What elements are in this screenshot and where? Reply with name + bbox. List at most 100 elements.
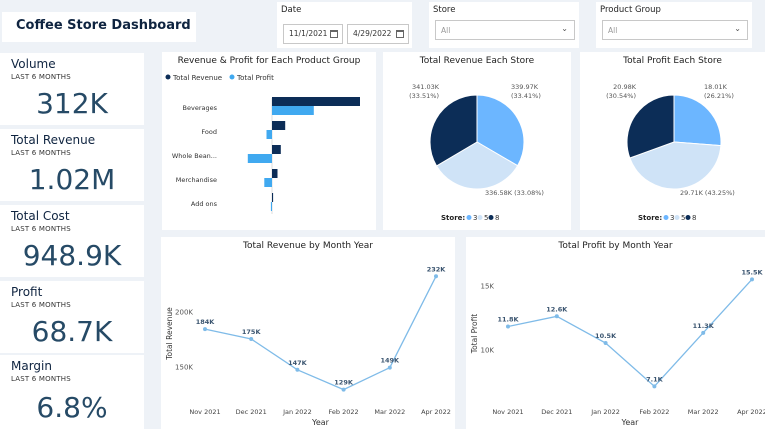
x-axis-title: Year (311, 418, 330, 427)
pie-data-label: 29.71K (43.25%) (680, 189, 735, 197)
line-data-label: 11.8K (497, 315, 519, 323)
bar-revenue (272, 193, 274, 202)
date-end-input[interactable]: 4/29/2022 (347, 24, 409, 44)
kpi-sublabel: LAST 6 MONTHS (11, 149, 71, 157)
kpi-sublabel: LAST 6 MONTHS (11, 225, 71, 233)
bar-profit (272, 106, 314, 115)
line-data-label: 129K (334, 379, 354, 387)
y-axis-title: Total Profit (470, 314, 479, 355)
date-start-value: 11/1/2021 (289, 29, 328, 38)
line-data-label: 184K (196, 318, 216, 326)
line-point (652, 384, 657, 389)
revenue-profit-bar-chart: Revenue & Profit for Each Product Group … (162, 52, 376, 230)
bar-revenue (272, 169, 278, 178)
line-point (434, 274, 438, 279)
bar-category-label: Whole Bean... (172, 152, 217, 160)
kpi-label: Volume (11, 57, 56, 71)
pie-data-label: 341.03K (412, 83, 440, 91)
legend-marker (663, 215, 669, 220)
line-point (249, 337, 254, 341)
product-group-filter-label: Product Group (600, 5, 661, 15)
kpi-label: Total Revenue (11, 133, 96, 147)
x-tick-label: Apr 2022 (737, 408, 765, 416)
legend-label: 3 (670, 214, 674, 222)
line-point (701, 330, 706, 335)
pie-chart-svg: 339.97K(33.41%) 336.58K (33.08%) 341.03K(3… (409, 83, 544, 222)
bar-revenue (272, 121, 286, 130)
profit-store-pie-chart: Total Profit Each Store 18.01K (26.21%) 29… (580, 52, 765, 230)
bar-revenue (272, 97, 360, 106)
product-group-select[interactable]: All ⌄ (602, 20, 748, 40)
bar-category-label: Add ons (191, 200, 218, 208)
line-point (341, 387, 346, 392)
x-tick-label: Nov 2021 (492, 408, 523, 416)
kpi-label: Profit (11, 285, 43, 299)
line-point (506, 324, 510, 329)
legend-title: Store: (441, 214, 465, 222)
dashboard-title-card: Coffee Store Dashboard (2, 12, 196, 42)
line-series (507, 278, 753, 388)
line-data-label: 175K (242, 328, 262, 336)
pie-slice-store-5 (629, 141, 722, 190)
store-select[interactable]: All ⌄ (435, 20, 575, 40)
line-data-label: 147K (288, 359, 308, 367)
y-tick-label: 10K (481, 346, 495, 354)
legend-label: 5 (681, 214, 685, 222)
chart-title: Total Revenue Each Store (419, 56, 535, 66)
line-data-label: 15.5K (741, 268, 763, 276)
bar-category-label: Merchandise (176, 176, 217, 184)
bar-chart-svg: Total Revenue Total Profit Beverages Food Wh… (165, 74, 360, 214)
legend-label: Total Revenue (172, 74, 222, 82)
kpi-value: 312K (36, 87, 108, 120)
pie-data-label: (26.21%) (704, 92, 734, 100)
x-tick-label: Dec 2021 (541, 408, 572, 416)
chart-title: Total Profit by Month Year (558, 241, 673, 251)
pie-slice-store-8 (626, 94, 675, 159)
bar-profit (270, 202, 272, 211)
revenue-store-pie-chart: Total Revenue Each Store 339.97K (33.41%)… (383, 52, 571, 230)
legend-title: Store: (638, 214, 662, 222)
calendar-icon[interactable] (396, 30, 404, 38)
y-tick-label: 15K (481, 283, 495, 291)
bar-category-label: Food (201, 128, 217, 136)
date-start-input[interactable]: 11/1/2021 (283, 24, 343, 44)
line-chart-svg: 200K 150K 184K Nov 2021 175K Dec 2021 147K Jan … (165, 265, 451, 427)
bar-profit (264, 178, 272, 187)
store-filter-label: Store (433, 5, 456, 15)
calendar-icon[interactable] (330, 30, 338, 38)
x-tick-label: Feb 2022 (639, 408, 669, 416)
legend-marker-revenue (165, 74, 171, 80)
pie-data-label: 18.01K (704, 83, 728, 91)
chevron-down-icon: ⌄ (561, 24, 568, 33)
date-filter: Date 11/1/2021 4/29/2022 (277, 2, 412, 48)
y-tick-label: 150K (175, 364, 193, 372)
kpi-value: 6.8% (36, 391, 108, 424)
legend-marker (685, 215, 691, 220)
chevron-down-icon: ⌄ (734, 24, 741, 33)
bar-revenue (272, 145, 281, 154)
store-select-value: All (441, 26, 451, 35)
kpi-profit: Profit LAST 6 MONTHS 68.7K (0, 281, 144, 353)
pie-slice-store-3 (476, 94, 525, 167)
pie-data-label: 336.58K (33.08%) (485, 189, 544, 197)
product-group-select-value: All (608, 26, 618, 35)
line-point (387, 365, 392, 370)
x-tick-label: Feb 2022 (329, 408, 359, 416)
chart-title: Total Revenue by Month Year (243, 241, 373, 251)
pie-data-label: 20.98K (613, 83, 637, 91)
line-data-label: 12.6K (546, 305, 568, 313)
bar-profit (266, 130, 272, 139)
legend-marker (488, 215, 494, 220)
kpi-value: 68.7K (31, 315, 113, 348)
pie-data-label: (33.41%) (511, 92, 541, 100)
bar-category-label: Beverages (183, 104, 218, 112)
kpi-total-cost: Total Cost LAST 6 MONTHS 948.9K (0, 205, 144, 277)
chart-title: Revenue & Profit for Each Product Group (177, 56, 361, 66)
profit-month-line-chart: Total Profit by Month Year 15K 10K 11.8K No… (466, 237, 765, 429)
kpi-sublabel: LAST 6 MONTHS (11, 301, 71, 309)
y-axis-title: Total Revenue (165, 307, 174, 361)
line-series (204, 276, 437, 391)
x-tick-label: Mar 2022 (688, 408, 719, 416)
pie-slice-store-8 (429, 94, 478, 167)
bar-profit (247, 154, 272, 163)
